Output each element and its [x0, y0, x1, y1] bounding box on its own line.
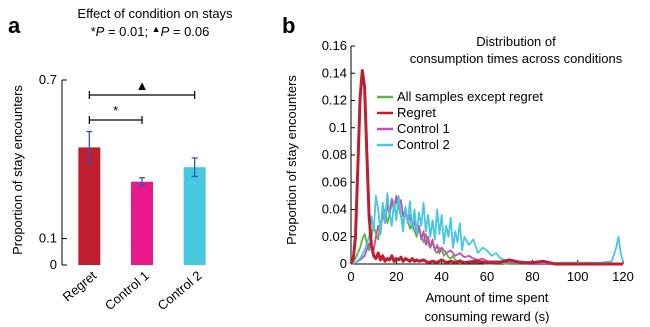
chart-a-xtick-label: Control 1: [102, 268, 152, 313]
triangle-value: = 0.06: [169, 24, 209, 39]
panel-a: a Effect of condition on stays *P = 0.01…: [8, 6, 233, 313]
chart-b-ylabel: Proportion of stay encounters: [284, 75, 299, 245]
star-mark: *: [91, 24, 96, 39]
chart-a-significance: *▲: [88, 78, 196, 124]
chart-b-xtick-label: 80: [525, 269, 539, 284]
chart-b-ytick-label: 0.08: [322, 147, 347, 162]
chart-b-ytick-label: 0.16: [322, 38, 347, 53]
p-italic-2: P: [161, 24, 170, 39]
chart-a-xtick-label: Regret: [60, 268, 100, 305]
chart-b-ytick-label: 0.1: [329, 120, 347, 135]
chart-b-axes: 0 0.02 0.04 0.06 0.08 0.1 0.12 0.14 0.16 0 20 40 60 8…: [322, 38, 634, 284]
panel-letter-a: a: [8, 13, 21, 38]
chart-b-xtick-label: 20: [389, 269, 403, 284]
chart-b-title: Distribution of: [476, 34, 556, 49]
legend-label: Regret: [397, 105, 436, 120]
chart-b-xtick-label: 120: [612, 269, 634, 284]
p-italic-1: P: [96, 24, 105, 39]
chart-b-xtick-label: 0: [347, 269, 354, 284]
chart-a-subtitle: *P = 0.01; ▲P = 0.06: [91, 24, 210, 39]
triangle-mark: ▲: [152, 24, 161, 34]
chart-b-ytick-label: 0.02: [322, 229, 347, 244]
chart-a-title: Effect of condition on stays: [77, 6, 233, 21]
chart-a-ytick-label: 0: [50, 257, 57, 272]
chart-a-bars: [78, 130, 206, 265]
chart-a-ytick-label: 0.7: [39, 72, 57, 87]
chart-b-lines: [349, 69, 624, 266]
chart-b-xtick-label: 60: [480, 269, 494, 284]
panel-letter-b: b: [282, 13, 295, 38]
legend-label: Control 2: [397, 137, 450, 152]
bar: [183, 167, 206, 265]
bar: [131, 181, 153, 265]
legend-label: All samples except regret: [397, 89, 543, 104]
chart-b-ytick-label: 0.14: [322, 65, 347, 80]
chart-a-ylabel: Proportion of stay encounters: [10, 85, 25, 255]
chart-a-axes: 0 0.1 0.7: [39, 72, 67, 272]
chart-b-ytick-label: 0.06: [322, 174, 347, 189]
chart-b-xlabel-line2: consuming reward (s): [425, 309, 550, 324]
star-value: = 0.01;: [104, 24, 151, 39]
chart-a-xtick-label: Control 2: [155, 268, 205, 313]
chart-b-xlabel: Amount of time spent: [426, 290, 549, 305]
chart-b-ytick-label: 0.12: [322, 93, 347, 108]
chart-b-xtick-label: 40: [434, 269, 448, 284]
bar: [78, 147, 101, 265]
chart-a-ytick-label: 0.1: [39, 231, 57, 246]
chart-b-title-line2: consumption times across conditions: [410, 51, 623, 66]
chart-b-ytick-label: 0: [340, 256, 347, 271]
legend-label: Control 1: [397, 121, 450, 136]
chart-a-xticks: Regret Control 1 Control 2: [60, 268, 205, 314]
chart-b-ytick-label: 0.04: [322, 202, 347, 217]
significance-label: ▲: [136, 78, 149, 93]
series-line-1: [349, 69, 623, 266]
chart-b-xtick-label: 100: [567, 269, 589, 284]
panel-b: b Distribution of consumption times acro…: [282, 13, 634, 324]
significance-label: *: [113, 103, 118, 118]
